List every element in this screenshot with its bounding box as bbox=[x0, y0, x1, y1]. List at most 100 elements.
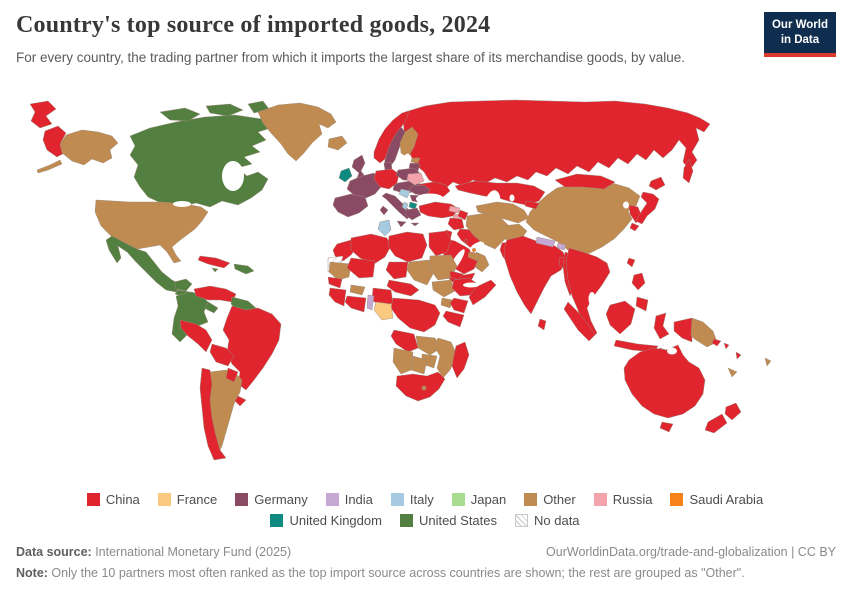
map-region-nepal[interactable] bbox=[535, 236, 556, 248]
map-region-sardinia[interactable] bbox=[379, 205, 389, 216]
map-region-kyrgyzstan[interactable] bbox=[524, 200, 540, 210]
map-region-sumatra[interactable] bbox=[563, 301, 596, 342]
map-region-tunisia[interactable] bbox=[377, 219, 392, 237]
map-region-bolivia[interactable] bbox=[209, 343, 235, 367]
map-region-arctic-islands-b[interactable] bbox=[205, 103, 244, 117]
map-region-arctic-islands-a[interactable] bbox=[159, 107, 201, 122]
map-region-estonia[interactable] bbox=[410, 157, 421, 164]
legend-item-saudi-arabia[interactable]: Saudi Arabia bbox=[670, 489, 763, 510]
map-region-bahrain[interactable] bbox=[471, 247, 477, 253]
map-region-brazil[interactable] bbox=[222, 305, 282, 391]
map-region-burkina-faso[interactable] bbox=[349, 284, 366, 296]
map-region-georgia[interactable] bbox=[448, 205, 461, 214]
map-region-solomon-a[interactable] bbox=[711, 338, 722, 347]
map-region-chile[interactable] bbox=[199, 367, 227, 461]
map-region-sakhalin[interactable] bbox=[682, 158, 694, 184]
map-region-oman[interactable] bbox=[474, 251, 490, 273]
map-region-spain-portugal[interactable] bbox=[332, 193, 369, 218]
map-region-somalia[interactable] bbox=[468, 279, 497, 306]
owid-cc-link[interactable]: OurWorldinData.org/trade-and-globalizati… bbox=[546, 545, 836, 559]
legend-item-other[interactable]: Other bbox=[524, 489, 576, 510]
map-region-mauritania[interactable] bbox=[328, 261, 352, 281]
map-region-papua-west[interactable] bbox=[673, 317, 693, 343]
map-region-japan-hokkaido[interactable] bbox=[648, 176, 666, 191]
legend-item-no-data[interactable]: No data bbox=[515, 510, 580, 531]
map-region-russia[interactable] bbox=[402, 99, 711, 189]
map-region-azerbaijan[interactable] bbox=[457, 209, 469, 221]
map-region-cameroon[interactable] bbox=[386, 279, 420, 297]
map-region-papua-new-guinea[interactable] bbox=[690, 317, 718, 348]
map-region-australia[interactable] bbox=[623, 344, 706, 419]
map-region-uae[interactable] bbox=[467, 251, 480, 262]
map-region-sicily[interactable] bbox=[396, 220, 407, 228]
map-region-kuwait[interactable] bbox=[464, 239, 468, 243]
map-region-turkey[interactable] bbox=[418, 201, 460, 219]
map-region-kenya[interactable] bbox=[449, 297, 469, 314]
map-region-japan-kyushu[interactable] bbox=[629, 222, 640, 232]
map-region-fiji[interactable] bbox=[764, 357, 772, 367]
map-region-sulawesi[interactable] bbox=[653, 312, 670, 340]
map-region-chukotka-a[interactable] bbox=[29, 100, 57, 129]
map-region-zambia[interactable] bbox=[415, 335, 442, 356]
map-region-botswana[interactable] bbox=[410, 355, 428, 375]
map-region-jamaica[interactable] bbox=[211, 267, 219, 273]
map-region-tasmania[interactable] bbox=[659, 421, 674, 433]
map-region-philippines-luzon[interactable] bbox=[631, 272, 646, 291]
legend-item-france[interactable]: France bbox=[157, 489, 217, 510]
map-region-niger[interactable] bbox=[385, 261, 409, 280]
map-region-finland[interactable] bbox=[399, 126, 419, 159]
map-region-mexico[interactable] bbox=[105, 235, 183, 293]
map-region-madagascar[interactable] bbox=[451, 341, 470, 379]
map-region-norway[interactable] bbox=[373, 110, 410, 164]
map-region-south-sudan[interactable] bbox=[431, 279, 456, 298]
map-region-new-zealand-south[interactable] bbox=[704, 413, 728, 434]
map-region-borneo[interactable] bbox=[605, 300, 636, 335]
map-region-canada[interactable] bbox=[129, 114, 272, 208]
map-region-philippines-mindanao[interactable] bbox=[635, 296, 649, 312]
map-region-tanzania[interactable] bbox=[442, 310, 465, 328]
legend-item-china[interactable]: China bbox=[86, 489, 140, 510]
map-region-syria[interactable] bbox=[447, 217, 465, 231]
legend-item-japan[interactable]: Japan bbox=[451, 489, 506, 510]
map-region-greenland[interactable] bbox=[257, 102, 337, 162]
map-region-cote-divoire-ghana[interactable] bbox=[344, 295, 367, 313]
map-region-south-africa[interactable] bbox=[395, 371, 446, 402]
map-region-sri-lanka[interactable] bbox=[537, 318, 547, 331]
map-region-new-zealand-north[interactable] bbox=[724, 402, 742, 421]
map-region-turkmenistan-uzbekistan[interactable] bbox=[475, 201, 530, 224]
map-region-congo-drc[interactable] bbox=[390, 297, 441, 333]
map-region-italy[interactable] bbox=[381, 192, 413, 220]
map-region-mongolia[interactable] bbox=[554, 173, 616, 190]
map-region-taiwan[interactable] bbox=[626, 257, 636, 268]
map-region-japan-honshu[interactable] bbox=[635, 191, 660, 225]
map-region-gabon[interactable] bbox=[373, 301, 394, 321]
legend-item-united-kingdom[interactable]: United Kingdom bbox=[270, 510, 382, 531]
map-region-senegal[interactable] bbox=[327, 276, 343, 289]
map-region-indochina[interactable] bbox=[565, 247, 611, 340]
map-region-mali[interactable] bbox=[346, 257, 376, 279]
map-region-solomon-b[interactable] bbox=[723, 342, 730, 350]
map-region-aleutians[interactable] bbox=[36, 159, 63, 174]
map-region-yucatan[interactable] bbox=[173, 278, 193, 292]
map-region-belarus[interactable] bbox=[406, 172, 425, 186]
legend-item-russia[interactable]: Russia bbox=[593, 489, 652, 510]
legend-item-united-states[interactable]: United States bbox=[399, 510, 497, 531]
map-region-crete[interactable] bbox=[410, 222, 420, 227]
legend-item-germany[interactable]: Germany bbox=[235, 489, 308, 510]
map-region-north-macedonia[interactable] bbox=[408, 201, 418, 210]
map-region-namibia[interactable] bbox=[392, 347, 414, 375]
map-region-paraguay[interactable] bbox=[225, 367, 239, 383]
owid-logo[interactable]: Our World in Data bbox=[763, 12, 836, 57]
map-region-uganda[interactable] bbox=[440, 297, 454, 309]
map-region-lesotho[interactable] bbox=[421, 385, 427, 391]
map-region-peru[interactable] bbox=[179, 319, 213, 353]
map-region-croatia[interactable] bbox=[398, 188, 411, 199]
map-region-libya[interactable] bbox=[387, 231, 428, 263]
map-region-egypt[interactable] bbox=[428, 230, 452, 257]
map-region-bhutan[interactable] bbox=[556, 242, 567, 251]
map-region-germany[interactable] bbox=[373, 168, 400, 190]
map-region-guinea[interactable] bbox=[328, 287, 347, 307]
map-region-denmark[interactable] bbox=[383, 161, 393, 171]
map-region-benin[interactable] bbox=[366, 294, 375, 311]
map-region-alaska[interactable] bbox=[59, 129, 119, 166]
